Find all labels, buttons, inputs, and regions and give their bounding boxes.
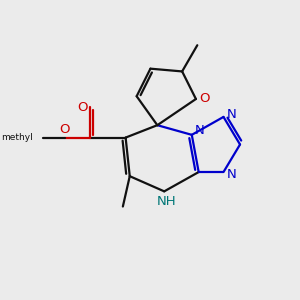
Text: O: O (60, 123, 70, 136)
Text: O: O (199, 92, 209, 106)
Text: O: O (77, 101, 87, 114)
Text: N: N (195, 124, 204, 137)
Text: NH: NH (157, 194, 176, 208)
Text: methyl: methyl (2, 133, 33, 142)
Text: N: N (226, 168, 236, 181)
Text: N: N (226, 108, 236, 121)
